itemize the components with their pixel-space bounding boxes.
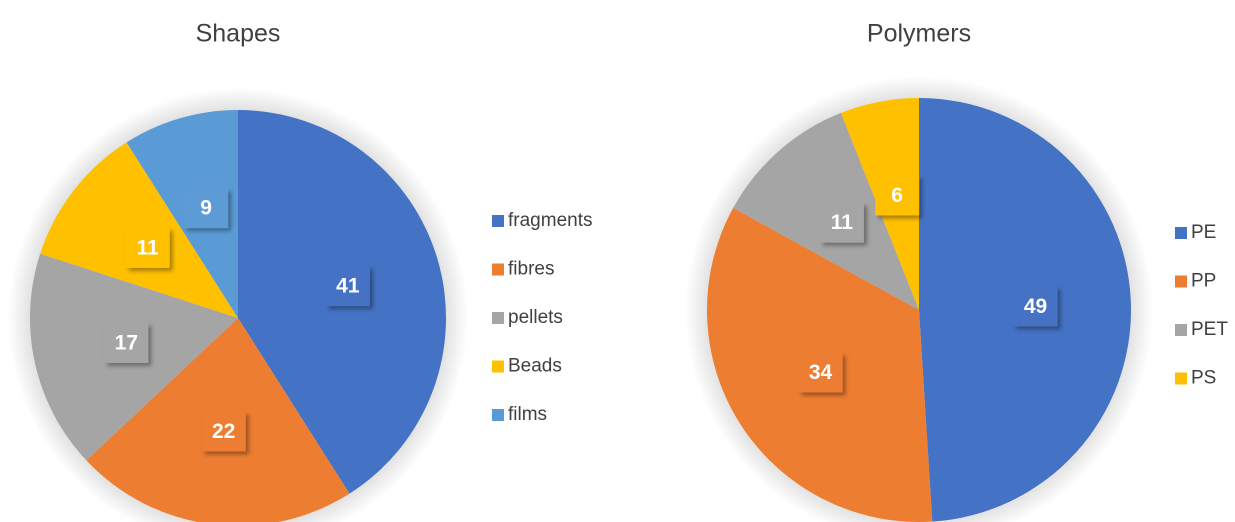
data-label: 11 xyxy=(831,211,854,234)
pie-slice xyxy=(126,110,238,318)
legend-swatch xyxy=(492,360,504,373)
legend-label: PET xyxy=(1191,319,1228,340)
data-label: 17 xyxy=(115,332,138,355)
label-box xyxy=(819,202,864,243)
legend-label: pellets xyxy=(508,307,563,328)
legend-swatch xyxy=(492,409,504,421)
label-box xyxy=(184,188,229,229)
data-label: 34 xyxy=(809,361,833,384)
label-box xyxy=(798,352,843,393)
data-label: 49 xyxy=(1024,295,1047,318)
data-label: 41 xyxy=(336,275,360,298)
label-box xyxy=(125,227,170,268)
legend-swatch xyxy=(492,263,504,276)
label-box xyxy=(1013,286,1058,327)
legend-swatch xyxy=(492,312,504,324)
legend-label: fragments xyxy=(508,210,592,231)
legend-label: PS xyxy=(1191,368,1216,389)
data-label: 22 xyxy=(212,420,235,443)
data-label: 9 xyxy=(200,197,212,220)
legend-swatch xyxy=(1175,324,1187,336)
label-box xyxy=(325,266,370,307)
data-label: 11 xyxy=(137,236,160,259)
legend-swatch xyxy=(1175,227,1187,239)
chart-title: Polymers xyxy=(867,20,971,48)
data-label: 6 xyxy=(891,184,903,207)
label-box xyxy=(104,322,149,363)
label-box xyxy=(201,411,246,452)
label-box xyxy=(875,175,920,216)
legend-label: films xyxy=(508,404,547,425)
legend-label: PP xyxy=(1191,271,1216,292)
legend-swatch xyxy=(492,215,504,227)
legend-label: Beads xyxy=(508,356,562,377)
legend-label: PE xyxy=(1191,222,1216,243)
legend-swatch xyxy=(1175,372,1187,385)
legend-swatch xyxy=(1175,275,1187,288)
legend-label: fibres xyxy=(508,259,554,280)
chart-title: Shapes xyxy=(196,20,281,48)
